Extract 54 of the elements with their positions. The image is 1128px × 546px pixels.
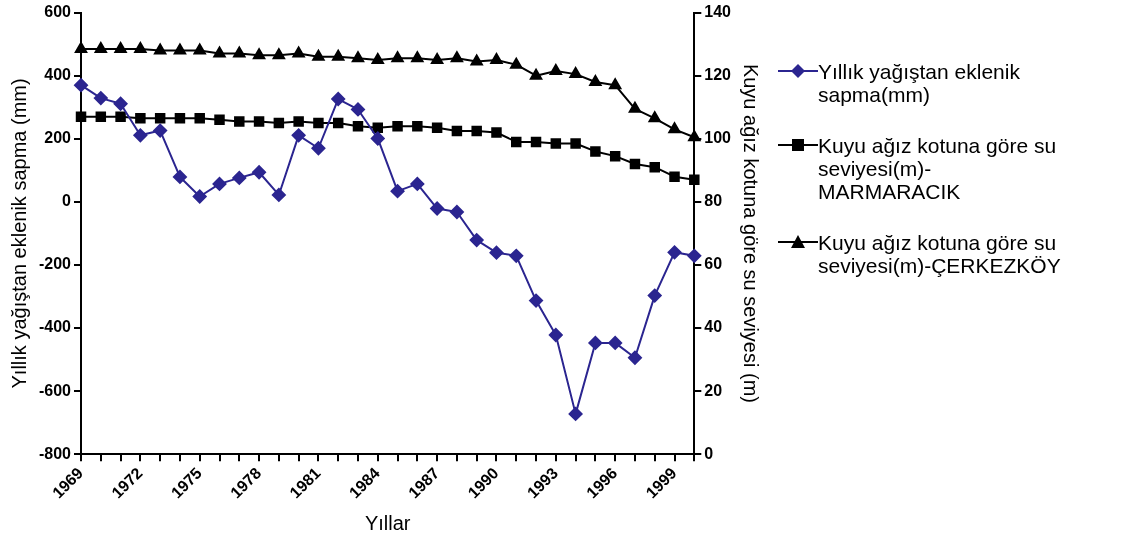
y-tick-label: 200 — [44, 129, 72, 147]
point — [212, 176, 227, 191]
y-tick-label: 0 — [62, 192, 72, 210]
point — [667, 245, 682, 260]
y2-tick-label: 40 — [704, 318, 723, 336]
y2-tick-label: 140 — [704, 3, 732, 21]
legend-label: Yıllık yağıştan eklenik sapma(mm) — [818, 60, 1021, 106]
point — [568, 406, 583, 421]
point — [271, 187, 286, 202]
point — [390, 184, 405, 199]
point — [509, 248, 524, 263]
point — [350, 102, 365, 117]
y2-tick-label: 60 — [704, 255, 723, 273]
point — [588, 335, 603, 350]
legend-label: Kuyu ağız kotuna göre su seviyesi(m)-MARMARACIK — [818, 134, 1058, 203]
legend-label: Kuyu ağız kotuna göre su seviyesi(m)-ÇERKEZKÖY — [818, 231, 1062, 277]
y-axis-title: Yıllık yağıştan eklenik sapma (mm) — [7, 78, 30, 389]
y-tick-label: -600 — [38, 381, 72, 399]
point — [331, 92, 346, 107]
point — [232, 170, 247, 185]
y2-tick-label: 80 — [704, 192, 723, 210]
point — [489, 245, 504, 260]
y-tick-label: -400 — [38, 318, 72, 336]
point — [370, 131, 385, 146]
point — [469, 233, 484, 248]
y-tick-label: -200 — [38, 255, 72, 273]
point — [172, 169, 187, 184]
point — [449, 204, 464, 219]
point — [74, 78, 89, 93]
point — [153, 123, 168, 138]
point — [548, 328, 563, 343]
y2-tick-label: 0 — [704, 444, 714, 462]
point — [311, 141, 326, 156]
y-tick-label: 400 — [44, 66, 72, 84]
point — [113, 96, 128, 111]
point — [687, 248, 702, 263]
y2-tick-label: 100 — [704, 129, 732, 147]
point — [252, 165, 267, 180]
point — [627, 350, 642, 365]
point — [647, 288, 662, 303]
point — [93, 91, 108, 106]
point — [133, 128, 148, 143]
y2-tick-label: 120 — [704, 66, 732, 84]
point — [410, 176, 425, 191]
y2-tick-label: 20 — [704, 381, 723, 399]
y-tick-label: 600 — [44, 3, 72, 21]
x-axis-title: Yıllar — [364, 511, 411, 534]
point — [430, 201, 445, 216]
y-tick-label: -800 — [38, 444, 72, 462]
point — [291, 128, 306, 143]
point — [529, 293, 544, 308]
point — [608, 335, 623, 350]
point — [192, 189, 207, 204]
y2-axis-title: Kuyu ağız kotuna göre su seviyesi (m) — [740, 63, 763, 403]
